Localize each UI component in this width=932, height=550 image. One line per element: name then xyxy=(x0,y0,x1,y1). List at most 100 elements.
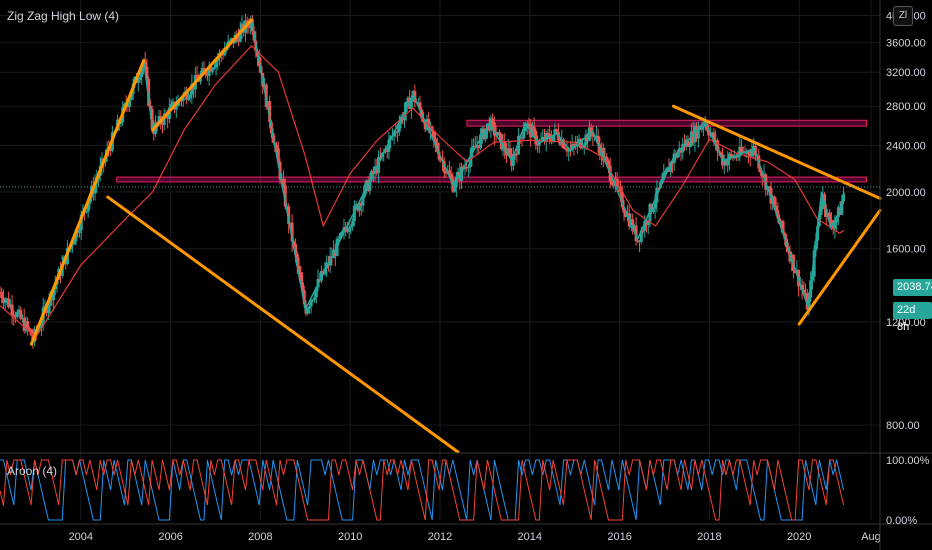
candle-body xyxy=(641,230,645,232)
candle-body xyxy=(477,145,481,149)
candle-body xyxy=(214,60,218,68)
candle-body xyxy=(171,101,175,104)
candle-body xyxy=(810,276,814,281)
candle-body xyxy=(337,238,341,240)
candle-body xyxy=(465,166,469,169)
candle-body xyxy=(504,151,508,156)
trendline xyxy=(106,195,460,454)
resistance-zone xyxy=(116,176,868,183)
candle-body xyxy=(397,123,401,132)
candle-body xyxy=(240,23,244,30)
candle-body xyxy=(555,129,559,132)
candle-body xyxy=(174,106,178,110)
candle-body xyxy=(800,284,804,290)
candle-body xyxy=(50,293,54,301)
candle-body xyxy=(86,203,90,212)
candle-body xyxy=(714,140,718,142)
candle-body xyxy=(781,220,785,233)
candle-body xyxy=(740,146,744,153)
candle-body xyxy=(530,126,534,138)
candle-body xyxy=(458,171,462,181)
candle-body xyxy=(759,168,763,173)
candle-body xyxy=(136,79,140,83)
candle-body xyxy=(27,327,31,330)
candle-body xyxy=(691,131,695,143)
candle-body xyxy=(143,61,147,67)
candle-body xyxy=(432,131,436,139)
candle-body xyxy=(468,156,472,168)
candle-body xyxy=(152,129,156,134)
candle-body xyxy=(157,115,161,124)
candle-body xyxy=(532,126,536,132)
candle-body xyxy=(634,225,638,242)
candle-body xyxy=(237,36,241,42)
candle-body xyxy=(802,289,806,295)
y-tick-label: 1200.00 xyxy=(886,317,926,329)
candle-body xyxy=(722,159,726,166)
trendlines xyxy=(29,18,882,454)
candle-body xyxy=(88,197,92,204)
candle-body xyxy=(842,194,846,202)
candle-body xyxy=(724,159,728,166)
candle-body xyxy=(771,196,775,204)
candle-body xyxy=(409,98,413,109)
candle-body xyxy=(783,232,787,239)
candle-body xyxy=(603,156,607,161)
candle-body xyxy=(676,152,680,158)
candle-body xyxy=(520,137,524,139)
candle-body xyxy=(22,317,26,331)
candle-body xyxy=(662,172,666,180)
candle-body xyxy=(549,139,553,142)
candle-body xyxy=(719,152,723,155)
candle-body xyxy=(145,66,149,80)
candle-body xyxy=(622,207,626,213)
candle-body xyxy=(805,293,809,310)
candle-body xyxy=(658,182,662,189)
countdown-tag: 22d 8h xyxy=(893,302,932,333)
candle-body xyxy=(423,121,427,130)
x-tick-label: 2004 xyxy=(69,531,93,543)
candle-body xyxy=(230,38,234,41)
candle-body xyxy=(606,160,610,166)
candle-body xyxy=(211,68,215,72)
candle-body xyxy=(150,109,154,130)
candle-body xyxy=(307,306,311,309)
candle-body xyxy=(10,304,14,315)
y-tick-label: 3600.00 xyxy=(886,37,926,49)
candle-body xyxy=(643,220,647,231)
candle-body xyxy=(695,126,699,139)
candle-body xyxy=(160,123,164,125)
candle-body xyxy=(712,132,716,142)
aroon-tick-label: 100.00% xyxy=(886,455,930,467)
y-tick-label: 2400.00 xyxy=(886,140,926,152)
candle-body xyxy=(563,148,567,150)
candle-body xyxy=(487,123,491,131)
candle-body xyxy=(52,289,56,301)
candle-body xyxy=(624,212,628,217)
candle-body xyxy=(672,153,676,164)
candle-body xyxy=(558,140,562,145)
candle-body xyxy=(698,126,702,130)
candle-body xyxy=(375,166,379,174)
candle-body xyxy=(541,136,545,140)
candle-body xyxy=(572,144,576,146)
candle-body xyxy=(591,132,595,137)
candle-body xyxy=(472,145,476,148)
candle-body xyxy=(631,219,635,232)
candle-body xyxy=(406,97,410,102)
candle-body xyxy=(670,162,674,164)
candle-body xyxy=(651,208,655,212)
candle-body xyxy=(359,202,363,206)
moving-average-line xyxy=(0,44,845,339)
candle-body xyxy=(212,67,216,69)
candle-body xyxy=(202,67,206,71)
candle-body xyxy=(26,321,30,328)
candle-body xyxy=(20,317,24,319)
candle-body xyxy=(568,148,572,150)
candle-body xyxy=(741,151,745,153)
candle-body xyxy=(15,312,19,318)
zigzag-path xyxy=(30,18,845,345)
scale-mode-button[interactable]: Zl xyxy=(893,6,913,26)
chart-grid xyxy=(0,0,880,520)
